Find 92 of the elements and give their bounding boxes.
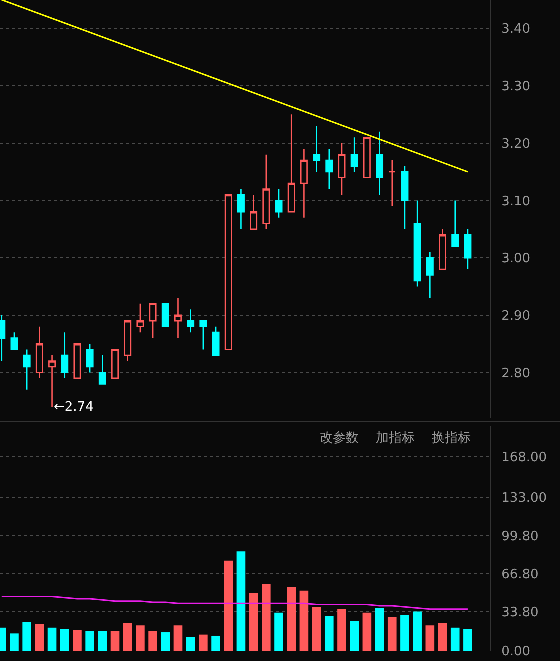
candlestick xyxy=(452,200,460,248)
bar xyxy=(174,626,183,651)
candlestick xyxy=(401,166,409,230)
bar xyxy=(123,623,132,651)
candlestick xyxy=(326,148,334,190)
bar xyxy=(110,631,120,651)
y-tick-label: 66.80 xyxy=(502,567,539,582)
bar xyxy=(262,584,271,651)
bar xyxy=(413,612,422,651)
candlestick xyxy=(275,188,283,219)
candlestick xyxy=(112,349,119,380)
bar xyxy=(249,593,258,651)
candlestick xyxy=(74,343,82,380)
candlestick xyxy=(162,303,170,328)
candlestick xyxy=(363,136,371,178)
bar xyxy=(438,623,448,651)
candlestick xyxy=(187,308,195,334)
candlestick xyxy=(350,136,358,173)
bar xyxy=(362,612,372,651)
candlestick xyxy=(426,252,434,299)
candlestick xyxy=(288,114,296,213)
candlestick xyxy=(212,326,220,356)
y-tick-label: 0.00 xyxy=(502,644,531,660)
annotation: ←2.74 xyxy=(54,400,94,415)
bar xyxy=(10,634,19,651)
candlestick xyxy=(376,131,384,196)
bar xyxy=(48,628,57,651)
bar xyxy=(287,587,296,651)
bar xyxy=(35,624,44,651)
candlestick xyxy=(136,303,144,334)
candlestick xyxy=(338,142,346,196)
candlestick xyxy=(23,349,31,391)
candlestick xyxy=(464,228,472,270)
y-tick-label: 3.00 xyxy=(502,252,531,267)
candlestick xyxy=(10,332,18,350)
bar xyxy=(324,616,334,651)
bar xyxy=(375,608,384,651)
bar xyxy=(60,629,70,651)
bar xyxy=(98,631,108,651)
candlestick xyxy=(174,298,182,339)
bar xyxy=(300,590,309,651)
candlestick xyxy=(124,320,132,362)
bar xyxy=(22,622,32,651)
bar xyxy=(338,609,346,651)
bar xyxy=(450,628,460,651)
bar xyxy=(464,629,472,651)
y-tick-label: 3.20 xyxy=(502,136,531,152)
candlestick xyxy=(262,154,270,230)
bar xyxy=(199,634,208,651)
y-tick-label: 3.40 xyxy=(502,22,531,38)
candlestick xyxy=(388,160,396,208)
bar xyxy=(426,626,435,651)
candlestick xyxy=(250,194,258,230)
y-tick-label: 168.00 xyxy=(502,450,548,466)
candlestick xyxy=(237,188,245,230)
bar xyxy=(136,626,145,651)
bar xyxy=(388,618,397,651)
y-tick-label: 3.30 xyxy=(502,80,531,95)
annotation: 加指标 xyxy=(376,431,415,446)
bar xyxy=(212,636,220,651)
bar xyxy=(312,607,322,651)
y-tick-label: 2.90 xyxy=(502,308,531,324)
bar xyxy=(400,615,410,651)
bar xyxy=(73,630,82,651)
bar xyxy=(86,631,94,651)
candlestick xyxy=(200,320,208,350)
y-tick-label: 133.00 xyxy=(502,490,548,506)
y-tick-label: 2.80 xyxy=(502,366,531,382)
y-tick-label: 3.10 xyxy=(502,194,531,210)
annotation: 改参数 xyxy=(320,431,359,446)
bar xyxy=(148,631,158,651)
candlestick xyxy=(439,228,446,270)
candlestick xyxy=(149,303,157,339)
candlestick xyxy=(224,194,232,350)
candlestick xyxy=(98,354,106,385)
y-tick-label: 99.80 xyxy=(502,529,539,544)
bar xyxy=(161,632,170,651)
annotation: 换指标 xyxy=(432,431,471,446)
bar xyxy=(186,637,196,651)
candlestick xyxy=(48,354,56,408)
candlestick xyxy=(414,200,422,288)
candlestick xyxy=(61,332,69,380)
bar xyxy=(224,560,234,651)
candlestick xyxy=(86,343,94,374)
y-tick-label: 33.80 xyxy=(502,606,539,621)
bar xyxy=(274,612,284,651)
candlestick xyxy=(313,126,321,173)
candlestick xyxy=(300,148,308,219)
candlestick xyxy=(36,326,44,380)
bar xyxy=(350,620,359,651)
bar xyxy=(236,552,246,651)
line-series xyxy=(1,596,469,610)
